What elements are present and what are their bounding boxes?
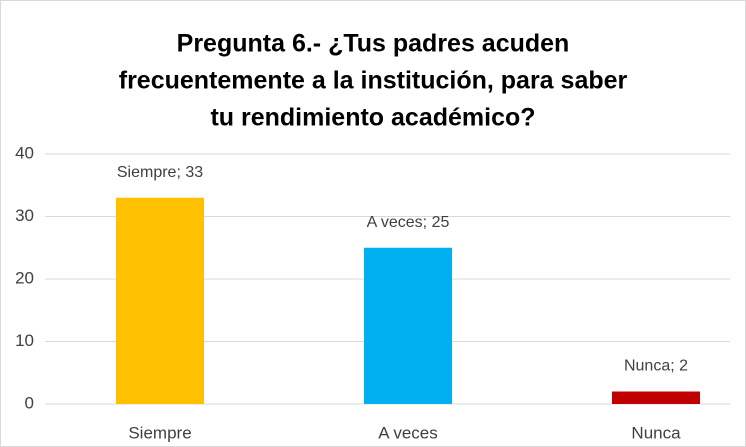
bar xyxy=(364,247,452,404)
x-tick-label: A veces xyxy=(378,423,438,442)
chart-title: Pregunta 6.- ¿Tus padres acuden xyxy=(177,30,570,58)
data-label: A veces; 25 xyxy=(367,214,450,231)
data-label: Siempre; 33 xyxy=(117,164,203,181)
chart-title: frecuentemente a la institución, para sa… xyxy=(119,67,628,95)
y-tick-label: 40 xyxy=(15,143,34,162)
x-tick-label: Siempre xyxy=(128,423,191,442)
bar xyxy=(612,391,700,404)
y-tick-label: 30 xyxy=(15,206,34,225)
chart-title: tu rendimiento académico? xyxy=(210,104,535,132)
y-tick-label: 0 xyxy=(25,393,34,412)
x-tick-label: Nunca xyxy=(631,423,681,442)
y-tick-label: 20 xyxy=(15,268,34,287)
bar xyxy=(116,197,204,404)
data-label: Nunca; 2 xyxy=(624,358,688,375)
y-tick-label: 10 xyxy=(15,331,34,350)
